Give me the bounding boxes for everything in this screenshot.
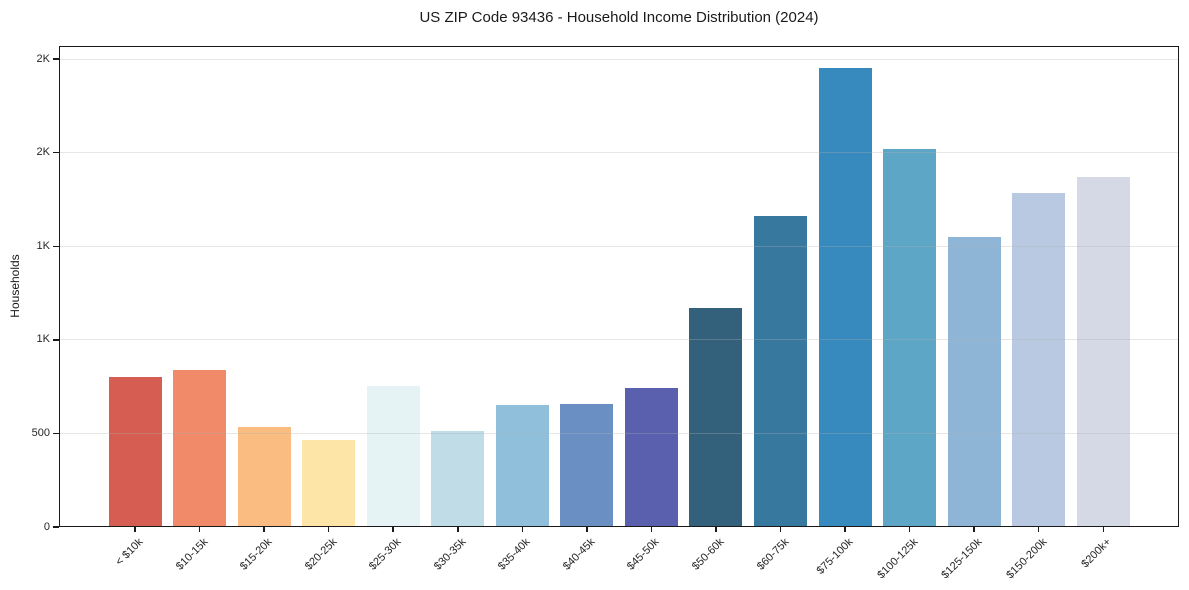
x-tick-label: $125-150k: [939, 536, 985, 582]
x-tick-label: $150-200k: [1003, 536, 1050, 582]
x-tick: [1102, 527, 1104, 532]
x-tick: [457, 527, 459, 532]
y-tick-label: 1K: [36, 239, 50, 252]
gridline: [59, 152, 1179, 154]
bar: [1012, 192, 1066, 527]
bar: [624, 387, 678, 527]
bar: [947, 236, 1001, 527]
y-tick: [53, 526, 59, 528]
x-tick: [327, 527, 330, 532]
x-tick: [844, 527, 846, 532]
x-tick-label: $20-25k: [302, 536, 340, 573]
y-tick-label: 2K: [36, 52, 50, 65]
x-tick-label: $30-35k: [431, 536, 469, 573]
gridline: [59, 339, 1179, 341]
bar: [560, 404, 614, 527]
gridline: [59, 245, 1179, 247]
x-tick: [521, 527, 524, 532]
x-tick-label: $100-125k: [874, 536, 921, 582]
y-tick-label: 500: [31, 426, 50, 439]
x-tick-label: $75-100k: [814, 536, 856, 577]
x-tick: [650, 527, 653, 532]
y-tick: [53, 58, 59, 60]
x-tick: [779, 527, 782, 532]
x-tick: [715, 527, 717, 532]
axes-frame: [59, 46, 1179, 527]
bar: [302, 439, 356, 527]
bar: [366, 385, 420, 527]
y-tick-label: 1K: [36, 333, 50, 346]
bar: [689, 308, 743, 527]
y-tick: [53, 432, 59, 435]
x-tick-label: $45-50k: [625, 536, 662, 573]
x-tick-label: $25-30k: [367, 536, 404, 573]
x-tick: [908, 527, 911, 532]
gridline: [59, 432, 1179, 434]
bar: [237, 426, 291, 527]
bar: [495, 405, 549, 527]
y-tick: [53, 245, 59, 247]
chart-title: US ZIP Code 93436 - Household Income Dis…: [419, 9, 819, 26]
bar: [818, 68, 872, 527]
x-tick: [1037, 527, 1040, 532]
x-tick: [198, 527, 201, 532]
x-tick-label: < $10k: [113, 536, 146, 569]
gridline: [59, 58, 1179, 60]
x-tick: [586, 527, 588, 532]
y-tick: [53, 339, 59, 341]
x-tick-label: $50-60k: [689, 536, 727, 573]
x-tick: [973, 527, 975, 532]
x-tick-label: $60-75k: [754, 536, 791, 573]
y-tick: [53, 151, 59, 154]
x-tick-label: $200k+: [1079, 536, 1114, 571]
x-tick: [263, 527, 265, 532]
bar: [108, 377, 162, 527]
x-tick-label: $15-20k: [237, 536, 275, 573]
bar: [431, 430, 485, 527]
y-tick-label: 2K: [36, 146, 50, 159]
bar: [883, 148, 937, 527]
x-tick-label: $35-40k: [496, 536, 533, 573]
bar: [754, 216, 807, 527]
y-tick-label: 0: [43, 520, 50, 533]
x-tick-label: $40-45k: [560, 536, 598, 573]
x-tick: [392, 527, 394, 532]
bar: [173, 369, 227, 527]
bar: [1076, 177, 1130, 527]
x-tick: [134, 527, 136, 532]
x-tick-label: $10-15k: [173, 536, 211, 573]
